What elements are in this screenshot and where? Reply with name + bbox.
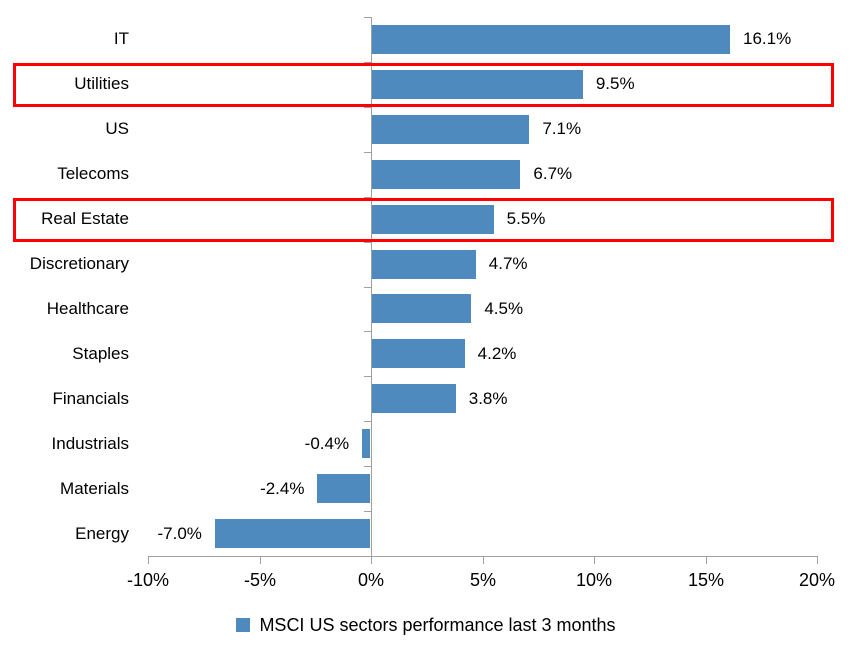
- value-label: 3.8%: [468, 388, 508, 408]
- bar: [372, 159, 521, 189]
- category-tick: [364, 556, 371, 557]
- category-tick: [364, 287, 371, 288]
- x-tick-label: 0%: [357, 570, 385, 590]
- category-label: Utilities: [74, 74, 129, 94]
- category-tick: [364, 421, 371, 422]
- category-tick: [364, 511, 371, 512]
- category-label: Healthcare: [46, 298, 129, 318]
- x-tick-label: 15%: [687, 570, 725, 590]
- bar: [372, 204, 494, 234]
- x-axis-tick: [371, 556, 372, 564]
- x-tick-label: 5%: [469, 570, 497, 590]
- value-label: 6.7%: [533, 164, 573, 184]
- value-label: 7.1%: [542, 119, 582, 139]
- value-label: 16.1%: [743, 29, 792, 49]
- value-label: 4.5%: [484, 298, 524, 318]
- bar: [372, 249, 476, 279]
- category-tick: [364, 331, 371, 332]
- bar: [372, 339, 465, 369]
- category-label: Energy: [75, 523, 129, 543]
- category-label: Staples: [72, 343, 129, 363]
- value-label: 5.5%: [506, 209, 546, 229]
- legend: MSCI US sectors performance last 3 month…: [0, 611, 852, 639]
- bar: [372, 114, 530, 144]
- category-tick: [364, 242, 371, 243]
- value-label: -0.4%: [304, 433, 350, 453]
- x-tick-label: 20%: [798, 570, 836, 590]
- category-tick: [364, 17, 371, 18]
- legend-marker-icon: [236, 618, 251, 632]
- x-tick-label: -5%: [243, 570, 277, 590]
- x-tick-label: 10%: [575, 570, 613, 590]
- x-axis-tick: [706, 556, 707, 564]
- category-label: US: [105, 119, 129, 139]
- value-label: 4.7%: [488, 254, 528, 274]
- x-axis-tick: [148, 556, 149, 564]
- category-label: Real Estate: [41, 209, 129, 229]
- category-label: IT: [113, 29, 129, 49]
- highlight-box-utilities: [13, 63, 834, 107]
- bar: [317, 474, 370, 504]
- value-label: 9.5%: [595, 74, 635, 94]
- x-axis-tick: [817, 556, 818, 564]
- bar: [372, 69, 583, 99]
- category-tick: [364, 376, 371, 377]
- category-label: Industrials: [51, 433, 129, 453]
- category-tick: [364, 107, 371, 108]
- highlight-box-real-estate: [13, 198, 834, 242]
- x-axis-tick: [483, 556, 484, 564]
- bar: [372, 294, 472, 324]
- y-axis-line: [371, 17, 372, 556]
- category-tick: [364, 62, 371, 63]
- bar: [214, 519, 370, 549]
- value-label: 4.2%: [477, 343, 517, 363]
- bar: [372, 24, 731, 54]
- category-tick: [364, 197, 371, 198]
- category-tick: [364, 466, 371, 467]
- category-label: Materials: [60, 478, 129, 498]
- category-label: Discretionary: [29, 254, 129, 274]
- category-tick: [364, 152, 371, 153]
- x-axis-line: [148, 556, 817, 557]
- legend-label: MSCI US sectors performance last 3 month…: [259, 614, 616, 635]
- x-axis-tick: [260, 556, 261, 564]
- x-axis-tick: [594, 556, 595, 564]
- value-label: -2.4%: [260, 478, 305, 498]
- category-label: Financials: [52, 388, 129, 408]
- x-tick-label: -10%: [126, 570, 170, 590]
- bar: [372, 384, 456, 414]
- category-label: Telecoms: [57, 164, 129, 184]
- bar: [362, 429, 370, 459]
- value-label: -7.0%: [157, 523, 202, 543]
